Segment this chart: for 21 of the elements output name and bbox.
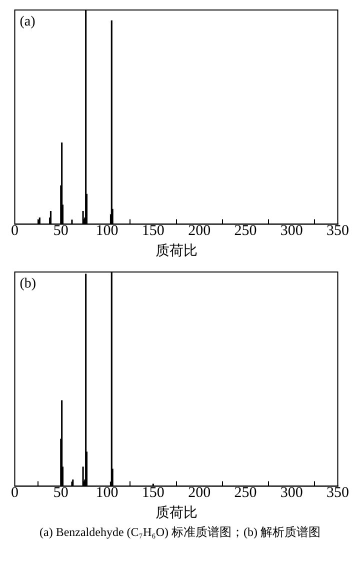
x-tick-label: 350 bbox=[326, 223, 349, 240]
x-axis-title: 质荷比 bbox=[155, 505, 198, 522]
x-tick-label: 0 bbox=[11, 485, 18, 502]
annotation: (a) bbox=[20, 14, 36, 30]
annotation: (b) bbox=[20, 276, 36, 292]
x-tick-label: 150 bbox=[142, 485, 164, 502]
x-tick-label: 300 bbox=[280, 485, 303, 502]
text: (a) Benzaldehyde (C₇H₆O) 标准质谱图；(b) 解析质谱图 bbox=[38, 524, 322, 541]
x-tick-label: 250 bbox=[234, 223, 257, 240]
x-tick-label: 150 bbox=[142, 223, 164, 240]
x-tick-label: 100 bbox=[96, 223, 118, 240]
x-tick-label: 50 bbox=[53, 485, 68, 502]
x-tick-label: 200 bbox=[188, 223, 211, 240]
x-tick-label: 200 bbox=[188, 485, 211, 502]
x-tick-label: 250 bbox=[234, 485, 257, 502]
x-tick-label: 350 bbox=[326, 485, 349, 502]
x-tick-label: 0 bbox=[11, 223, 18, 240]
x-tick-label: 300 bbox=[280, 223, 303, 240]
x-tick-label: 50 bbox=[53, 223, 68, 240]
x-axis-title: 质荷比 bbox=[155, 243, 198, 260]
x-tick-label: 100 bbox=[96, 485, 118, 502]
